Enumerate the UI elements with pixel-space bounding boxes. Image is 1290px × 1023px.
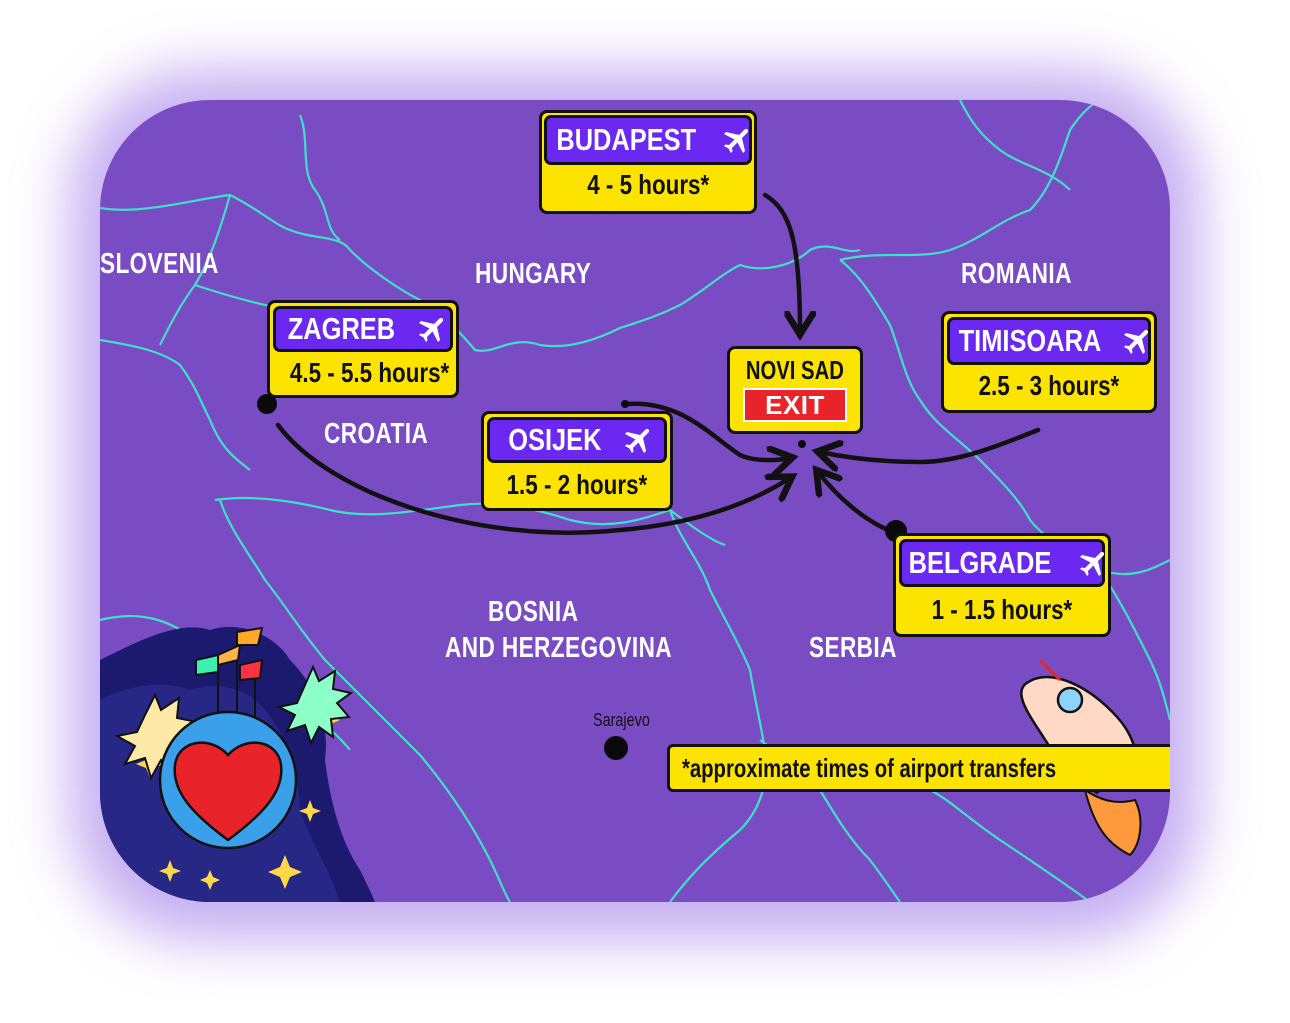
border-line xyxy=(100,193,861,352)
airport-card-zagreb: ZAGREB 4.5 - 5.5 hours* xyxy=(267,300,459,398)
airport-name-zagreb: ZAGREB xyxy=(273,306,453,352)
airplane-icon xyxy=(419,317,444,343)
city-dot-osijek xyxy=(621,400,629,408)
transfer-time-timisoara: 2.5 - 3 hours* xyxy=(978,370,1120,401)
airplane-icon xyxy=(1079,551,1105,577)
city-dot-zagreb xyxy=(257,394,277,414)
destination-novi-sad: NOVI SAD EXIT xyxy=(727,346,863,434)
border-line xyxy=(1099,569,1170,721)
transfer-time-zagreb: 4.5 - 5.5 hours* xyxy=(289,357,450,388)
border-line xyxy=(100,338,251,471)
country-label-serbia: SERBIA xyxy=(809,632,897,664)
airport-card-timisoara: TIMISOARA 2.5 - 3 hours* xyxy=(941,311,1157,413)
border-line xyxy=(298,114,341,241)
arrow-timisoara xyxy=(820,427,1041,462)
airplane-icon xyxy=(624,428,649,454)
border-line xyxy=(959,100,1071,191)
border-line xyxy=(839,100,1101,262)
footnote-approximate-times: *approximate times of airport transfers xyxy=(667,744,1170,792)
exit-festival-logo: EXIT xyxy=(743,388,847,422)
arrow-budapest xyxy=(762,192,800,332)
transfer-time-belgrade: 1 - 1.5 hours* xyxy=(931,594,1073,625)
arrow-osijek xyxy=(624,401,790,460)
airport-name-osijek: OSIJEK xyxy=(487,417,667,463)
border-line xyxy=(929,789,1091,902)
map-borders xyxy=(100,100,1170,902)
country-label-slovenia: SLOVENIA xyxy=(100,248,219,280)
arrow-zagreb xyxy=(275,422,790,535)
country-label-bosnia-line1: BOSNIA xyxy=(488,596,579,628)
airplane-icon xyxy=(1123,329,1149,355)
country-label-romania: ROMANIA xyxy=(961,258,1072,290)
city-dot-sarajevo xyxy=(604,736,628,760)
transfer-time-budapest: 4 - 5 hours* xyxy=(586,169,709,200)
airport-card-budapest: BUDAPEST 4 - 5 hours* xyxy=(539,110,757,214)
city-dot-novi-sad xyxy=(798,440,806,448)
city-label-sarajevo: Sarajevo xyxy=(593,710,650,730)
border-line xyxy=(218,499,511,902)
airport-card-belgrade: BELGRADE 1 - 1.5 hours* xyxy=(893,533,1111,637)
destination-city: NOVI SAD xyxy=(745,355,845,385)
airport-name-timisoara: TIMISOARA xyxy=(947,317,1151,365)
map-frame: SLOVENIA HUNGARY ROMANIA CROATIA BOSNIA … xyxy=(100,100,1170,902)
country-label-bosnia-line2: AND HERZEGOVINA xyxy=(445,632,673,664)
space-decoration xyxy=(100,626,375,902)
country-label-hungary: HUNGARY xyxy=(475,258,592,290)
country-label-croatia: CROATIA xyxy=(324,418,429,450)
transfer-time-osijek: 1.5 - 2 hours* xyxy=(506,469,648,500)
airplane-icon xyxy=(724,128,749,154)
airport-name-budapest: BUDAPEST xyxy=(544,115,752,165)
arrow-belgrade xyxy=(818,472,891,533)
airport-name-belgrade: BELGRADE xyxy=(899,539,1105,587)
border-line xyxy=(668,509,768,902)
airport-card-osijek: OSIJEK 1.5 - 2 hours* xyxy=(481,411,673,511)
